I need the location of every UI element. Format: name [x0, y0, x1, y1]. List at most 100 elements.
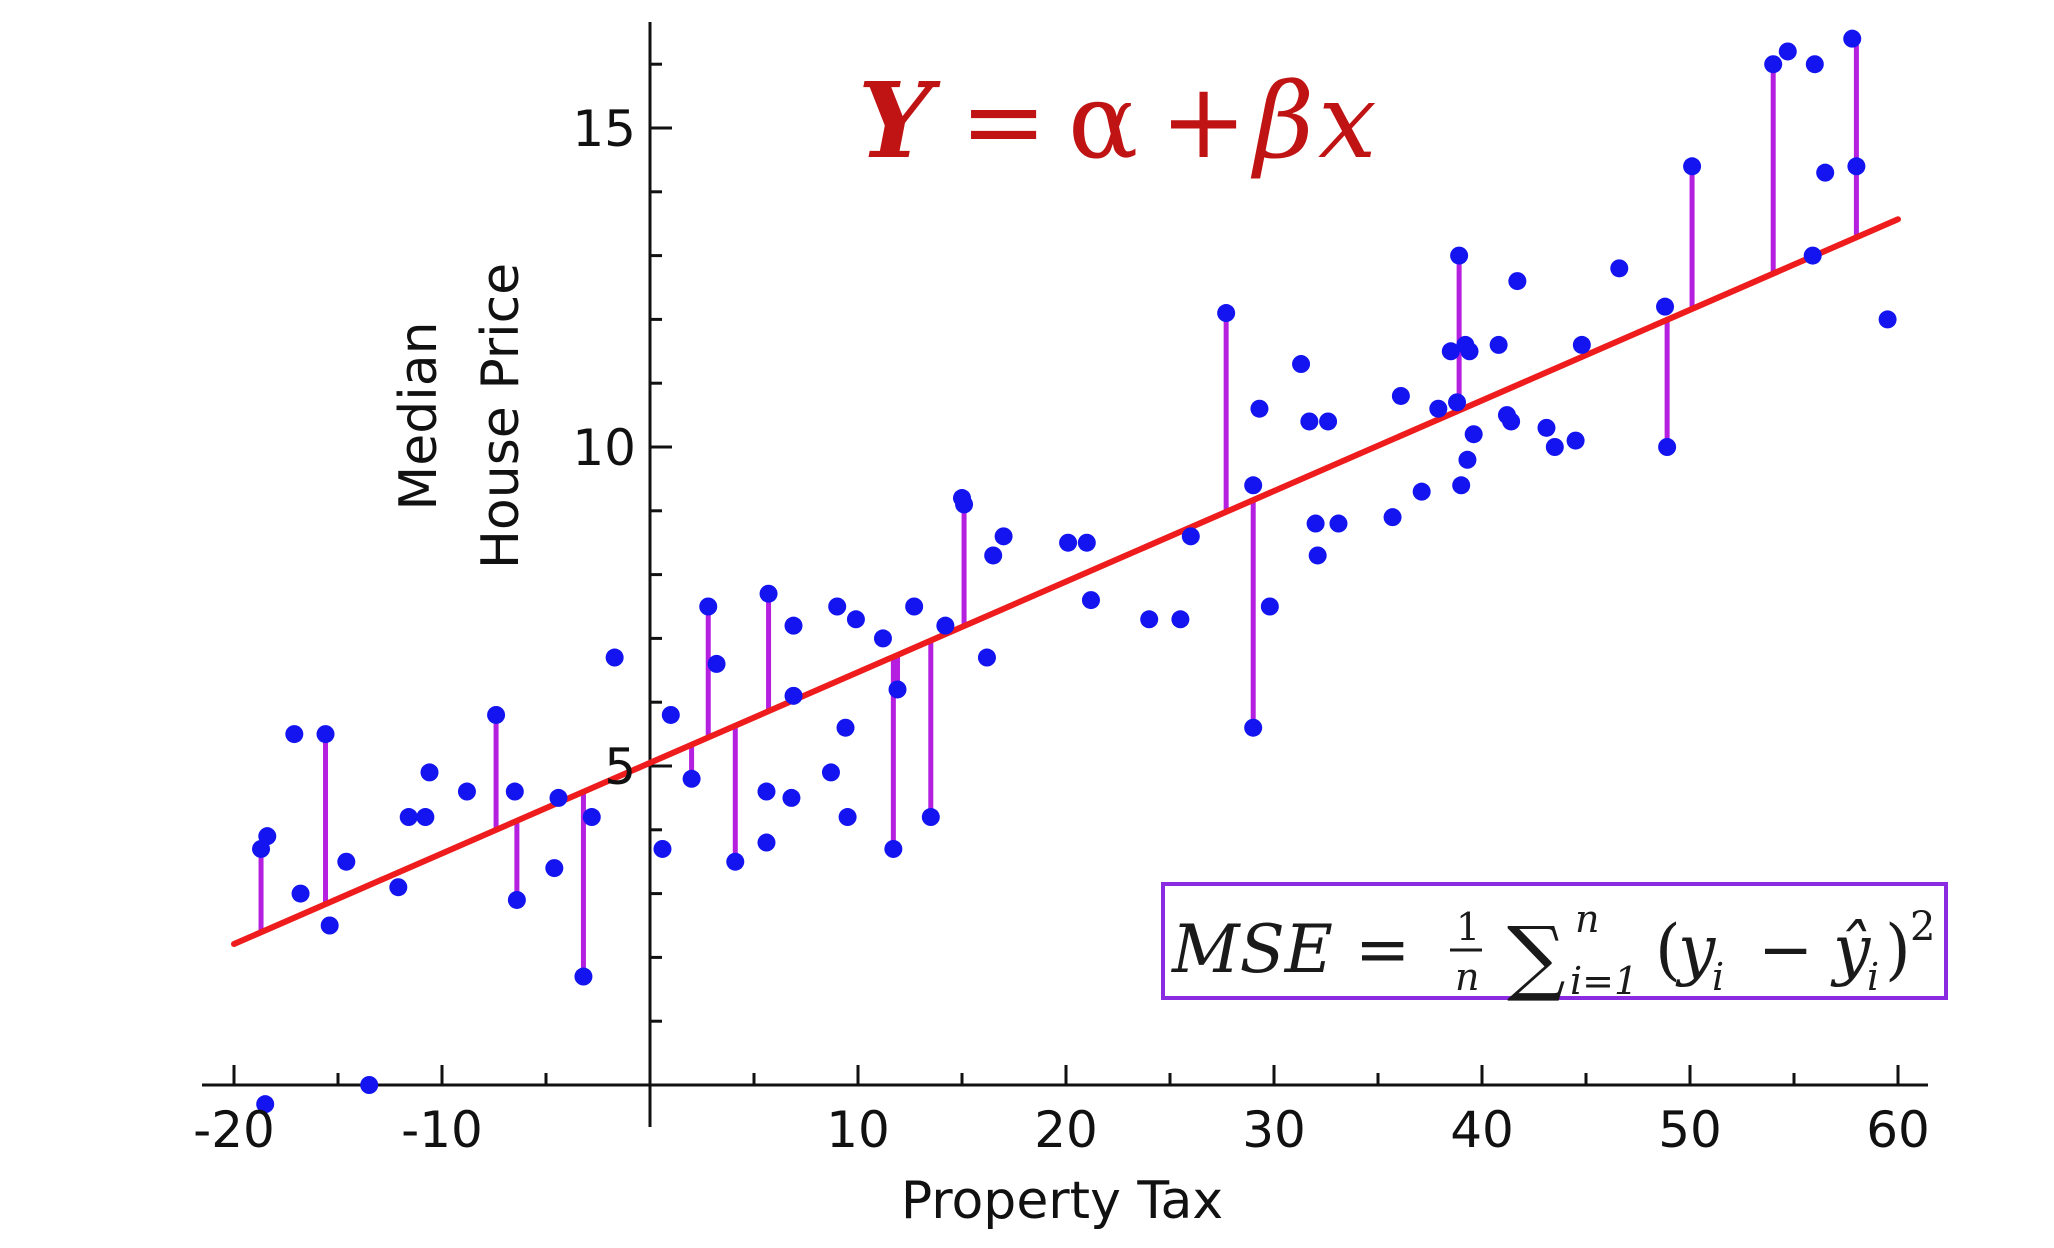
data-point — [1778, 42, 1797, 61]
data-point — [285, 725, 304, 744]
x-axis-title: Property Tax — [901, 1171, 1223, 1231]
data-point — [549, 788, 568, 807]
data-point — [682, 769, 701, 788]
x-tick-label: 30 — [1242, 1101, 1306, 1159]
data-point — [759, 584, 778, 603]
data-point — [1171, 610, 1190, 629]
data-point — [1843, 29, 1862, 48]
x-tick-label: -10 — [401, 1101, 483, 1159]
data-point — [457, 782, 476, 801]
data-point — [1140, 610, 1159, 629]
data-point — [1460, 342, 1479, 361]
data-point — [1260, 597, 1279, 616]
svg-text:i=1: i=1 — [1570, 959, 1638, 1003]
y-axis-title-line-2: House Price — [471, 263, 531, 569]
regression-line-group — [231, 216, 1901, 948]
data-point — [955, 495, 974, 514]
model-equation: Y = α + β x — [858, 59, 1377, 182]
data-point — [1383, 508, 1402, 527]
y-tick-labels: 5 10 15 — [572, 100, 636, 796]
data-point — [337, 852, 356, 871]
data-point — [582, 808, 601, 827]
svg-text:∑: ∑ — [1507, 910, 1566, 1005]
data-point — [1308, 546, 1327, 565]
data-point — [1658, 438, 1677, 456]
svg-text:i: i — [1712, 955, 1724, 999]
data-point — [838, 808, 857, 827]
y-minor-ticks — [650, 62, 672, 1023]
data-point — [320, 916, 339, 935]
data-point — [487, 705, 506, 724]
data-point — [1805, 55, 1824, 74]
data-point — [1803, 246, 1822, 265]
svg-text:Y: Y — [858, 59, 941, 182]
data-point — [1441, 342, 1460, 361]
data-point — [316, 725, 335, 744]
data-point — [258, 827, 277, 846]
axes — [202, 22, 1928, 1127]
data-point — [1545, 438, 1564, 456]
data-point — [784, 616, 803, 635]
data-point — [1537, 418, 1556, 437]
data-point — [1847, 157, 1866, 176]
data-point — [1566, 431, 1585, 450]
data-point — [1452, 476, 1471, 495]
data-point — [1319, 412, 1338, 431]
data-points — [252, 29, 1897, 1114]
data-point — [291, 884, 310, 903]
y-axis-title: Median House Price — [389, 263, 531, 569]
mse-box-border — [1161, 882, 1948, 1000]
x-tick-labels: -20 -10 10 20 30 40 50 60 — [193, 1101, 1930, 1159]
svg-text:+: + — [1160, 60, 1247, 182]
svg-text:1: 1 — [1456, 905, 1480, 949]
data-point — [726, 852, 745, 871]
svg-text:x: x — [1318, 60, 1377, 182]
y-axis-title-line-1: Median — [389, 321, 449, 510]
svg-text:): ) — [1885, 911, 1911, 988]
data-point — [256, 1095, 275, 1114]
data-point — [1683, 157, 1702, 176]
data-point — [1081, 591, 1100, 610]
data-point — [1656, 297, 1675, 316]
svg-text:β: β — [1250, 60, 1314, 182]
svg-text:n: n — [1455, 955, 1479, 999]
data-point — [1217, 304, 1236, 323]
data-point — [1077, 533, 1096, 552]
data-point — [1450, 246, 1469, 265]
data-point — [699, 597, 718, 616]
data-point — [416, 808, 435, 827]
y-tick-label: 15 — [572, 100, 636, 158]
data-point — [707, 654, 726, 673]
mse-formula-box: MSE = 1 n ∑ n i=1 ( y i − ŷ i ) 2 — [1161, 882, 1948, 1005]
data-point — [1502, 412, 1521, 431]
data-point — [1610, 259, 1629, 278]
data-point — [661, 705, 680, 724]
data-point — [905, 597, 924, 616]
data-point — [994, 527, 1013, 546]
svg-text:ŷ: ŷ — [1830, 911, 1871, 988]
svg-text:α: α — [1068, 60, 1138, 182]
svg-text:y: y — [1675, 911, 1716, 988]
data-point — [1878, 310, 1897, 329]
svg-text:i: i — [1867, 955, 1879, 999]
x-tick-label: 60 — [1866, 1101, 1930, 1159]
data-point — [821, 763, 840, 782]
data-point — [921, 808, 940, 827]
data-point — [1489, 335, 1508, 354]
data-point — [545, 859, 564, 878]
data-point — [1508, 272, 1527, 291]
data-point — [1244, 718, 1263, 737]
mse-formula: MSE = 1 n ∑ n i=1 ( y i − ŷ i ) 2 — [1171, 897, 1935, 1005]
svg-text:(: ( — [1655, 911, 1681, 988]
data-point — [936, 616, 955, 635]
data-point — [782, 788, 801, 807]
svg-text:=: = — [960, 60, 1047, 182]
data-point — [984, 546, 1003, 565]
data-point — [389, 878, 408, 897]
x-tick-label: 50 — [1658, 1101, 1722, 1159]
data-point — [1464, 425, 1483, 444]
data-point — [1181, 527, 1200, 546]
data-point — [1391, 386, 1410, 405]
svg-text:2: 2 — [1910, 904, 1935, 950]
